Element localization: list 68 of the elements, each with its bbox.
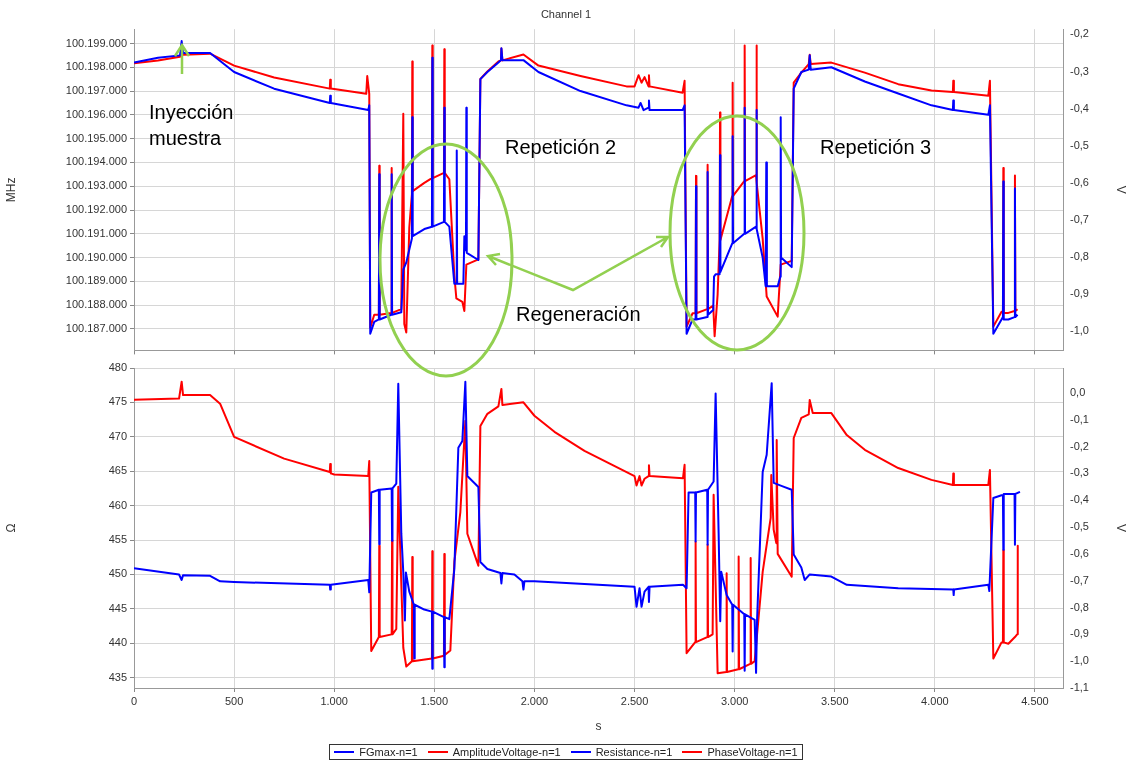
y2-tick-label: -0,4 bbox=[1070, 493, 1089, 506]
x-tick-label: 0 bbox=[130, 694, 138, 707]
annotation: Repetición 3 bbox=[820, 135, 933, 160]
y-tick-label: 440 bbox=[108, 636, 127, 649]
y2-tick-label: -1,0 bbox=[1070, 324, 1089, 337]
y-tick-label: 100.196.000 bbox=[65, 107, 127, 120]
y-tick-label: 100.194.000 bbox=[65, 155, 127, 168]
y2-tick-label: -0,3 bbox=[1070, 64, 1089, 77]
x-tick-label: 4.000 bbox=[921, 694, 949, 707]
y-tick-label: 465 bbox=[108, 464, 127, 477]
annotation: Regeneración bbox=[516, 302, 642, 327]
x-axis-title: s bbox=[595, 719, 602, 734]
y2-tick-label: -0,6 bbox=[1070, 175, 1089, 188]
y-axis-title: MHz bbox=[3, 177, 18, 203]
y-tick-label: 450 bbox=[108, 567, 127, 580]
x-tick-label: 3.000 bbox=[720, 694, 749, 707]
y-tick-label: 455 bbox=[108, 533, 127, 546]
y-tick-label: 475 bbox=[108, 395, 127, 408]
x-tick-label: 1.500 bbox=[420, 694, 449, 707]
chart-title: Channel 1 bbox=[540, 7, 592, 20]
y2-tick-label: -0,7 bbox=[1070, 213, 1089, 226]
annotation: Repetición 2 bbox=[505, 135, 618, 160]
y-tick-label: 470 bbox=[108, 429, 127, 442]
y2-tick-label: -0,4 bbox=[1070, 101, 1089, 114]
legend-label: Resistance-n=1 bbox=[595, 746, 673, 758]
y-tick-label: 100.197.000 bbox=[65, 84, 127, 97]
y2-tick-label: -0,2 bbox=[1070, 439, 1089, 452]
y2-tick-label: -0,6 bbox=[1070, 546, 1089, 559]
y-tick-label: 100.193.000 bbox=[65, 179, 127, 192]
y2-axis-title: V bbox=[1114, 185, 1129, 194]
y-axis-title: Ω bbox=[3, 523, 18, 533]
y-tick-label: 100.191.000 bbox=[65, 226, 127, 239]
y-tick-label: 100.192.000 bbox=[65, 203, 127, 216]
y-tick-label: 445 bbox=[108, 601, 127, 614]
x-tick-label: 2.000 bbox=[520, 694, 549, 707]
legend-label: AmplitudeVoltage-n=1 bbox=[452, 746, 561, 758]
y-tick-label: 480 bbox=[108, 361, 127, 374]
y2-tick-label: -0,5 bbox=[1070, 520, 1089, 533]
y2-tick-label: -1,1 bbox=[1070, 681, 1089, 694]
y-tick-label: 100.189.000 bbox=[65, 274, 127, 287]
y2-tick-label: -1,0 bbox=[1070, 654, 1089, 667]
x-tick-label: 500 bbox=[224, 694, 244, 707]
y2-tick-label: -0,8 bbox=[1070, 250, 1089, 263]
y2-tick-label: -0,3 bbox=[1070, 466, 1089, 479]
x-tick-label: 4.500 bbox=[1021, 694, 1049, 707]
y2-tick-label: -0,1 bbox=[1070, 412, 1089, 425]
x-tick-label: 1.000 bbox=[320, 694, 348, 707]
y2-tick-label: -0,2 bbox=[1070, 27, 1089, 40]
y2-tick-label: 0,0 bbox=[1070, 385, 1086, 398]
y2-tick-label: -0,8 bbox=[1070, 600, 1089, 613]
y2-tick-label: -0,9 bbox=[1070, 627, 1089, 640]
legend-label: FGmax-n=1 bbox=[359, 746, 418, 758]
y-tick-label: 100.187.000 bbox=[65, 322, 127, 335]
y-tick-label: 100.198.000 bbox=[65, 60, 127, 73]
y-tick-label: 100.190.000 bbox=[65, 250, 127, 263]
annotation: Inyección muestra bbox=[149, 100, 235, 151]
y2-tick-label: -0,7 bbox=[1070, 573, 1089, 586]
y2-tick-label: -0,5 bbox=[1070, 138, 1089, 151]
x-tick-label: 3.500 bbox=[820, 694, 849, 707]
y-tick-label: 435 bbox=[108, 670, 127, 683]
y-tick-label: 460 bbox=[108, 498, 127, 511]
legend-label: PhaseVoltage-n=1 bbox=[707, 746, 798, 758]
y2-axis-title: V bbox=[1114, 523, 1129, 533]
y2-tick-label: -0,9 bbox=[1070, 287, 1089, 300]
y-tick-label: 100.199.000 bbox=[65, 36, 127, 49]
x-tick-label: 2.500 bbox=[620, 694, 649, 707]
y-tick-label: 100.188.000 bbox=[65, 298, 127, 311]
y-tick-label: 100.195.000 bbox=[65, 131, 127, 144]
